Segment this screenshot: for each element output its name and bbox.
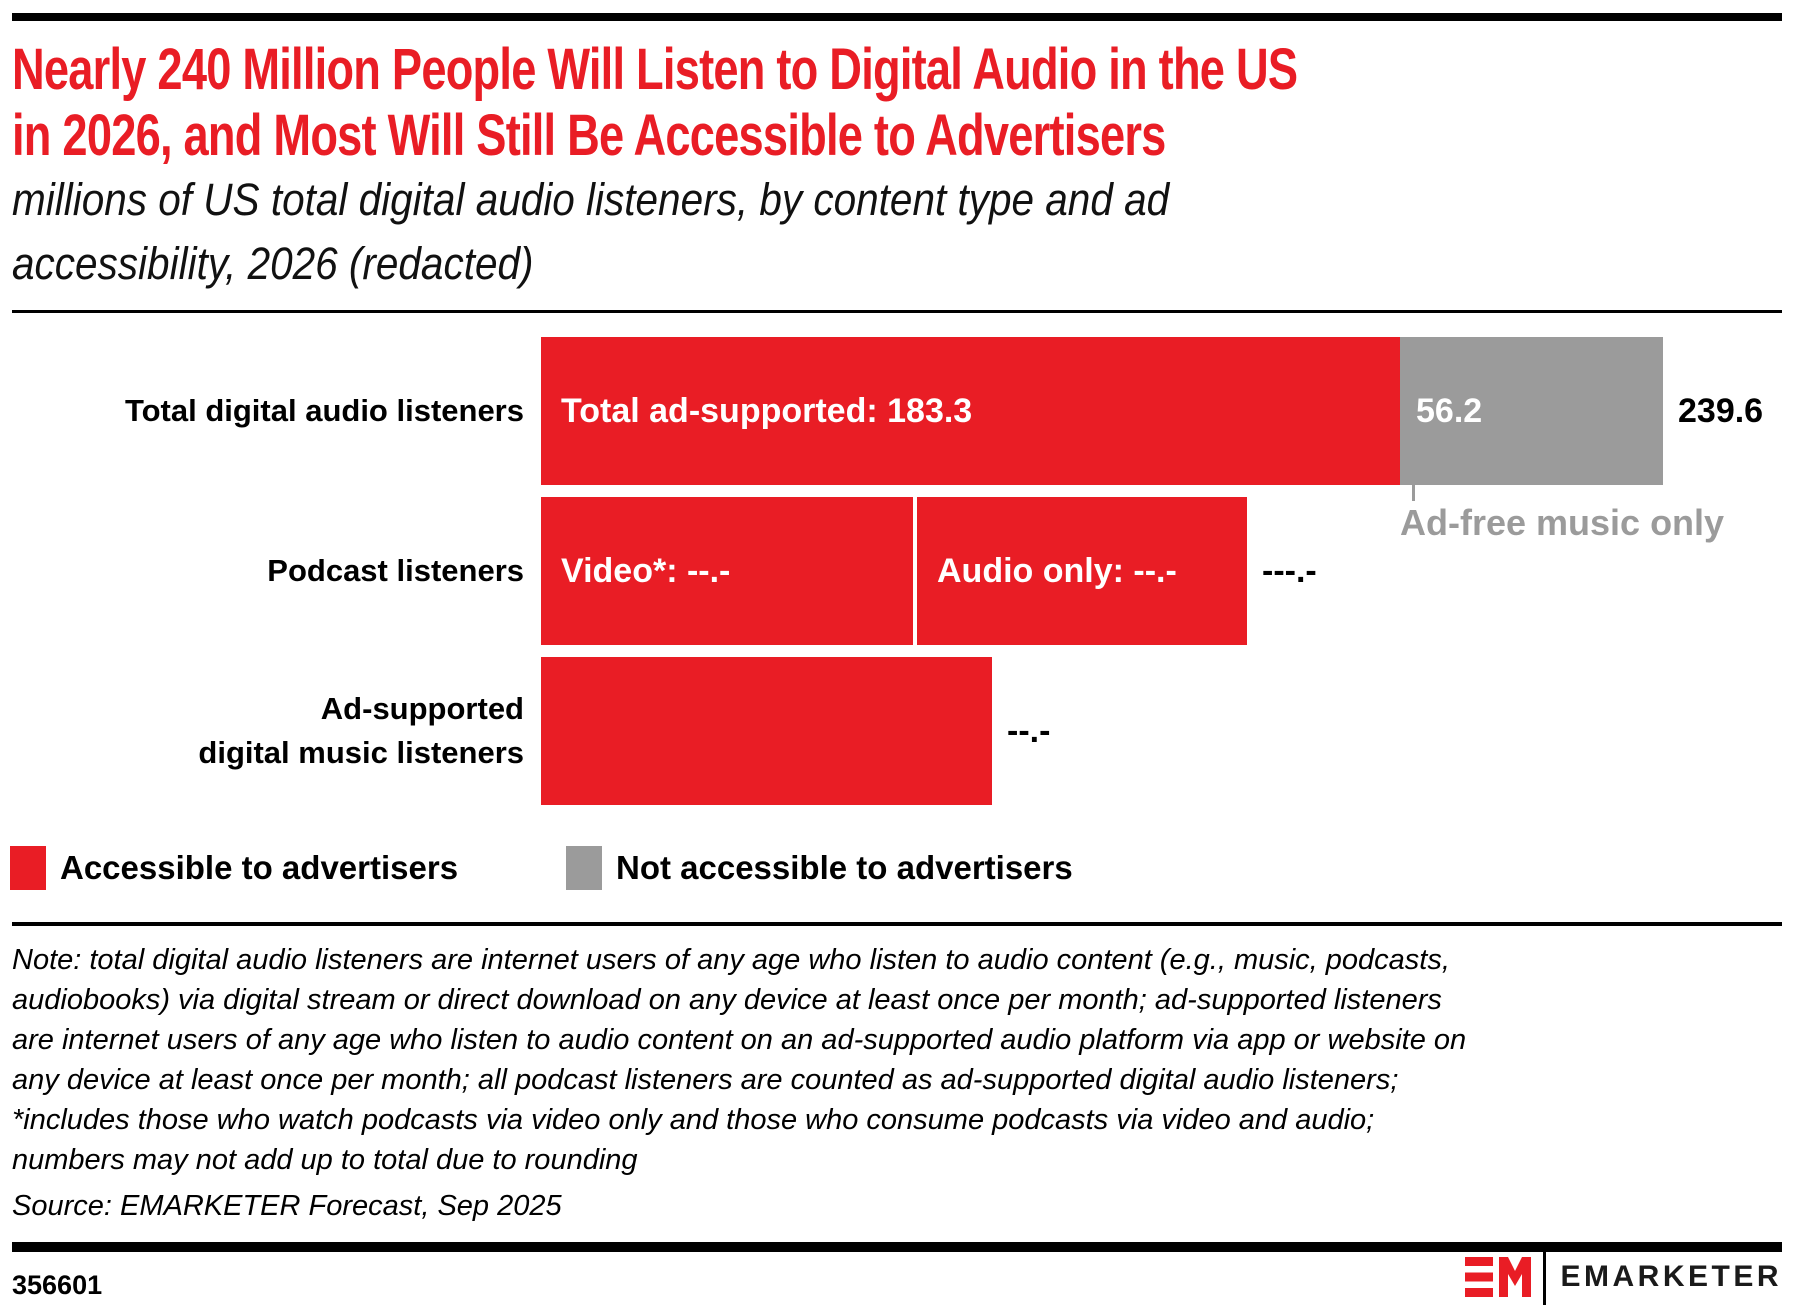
- footer-rule: [12, 1242, 1782, 1252]
- bar-total-label: ---.-: [1262, 551, 1317, 590]
- category-label-ad-supported-music: Ad-supported digital music listeners: [0, 657, 524, 805]
- bar-row-podcast-listeners: Podcast listeners Video*: --.- Audio onl…: [0, 497, 1794, 645]
- annotation-ad-free-music-only: Ad-free music only: [1400, 502, 1725, 543]
- notes-divider: [12, 922, 1782, 926]
- legend-item-accessible: Accessible to advertisers: [10, 846, 458, 890]
- bar-ad-supported-music: --.-: [541, 657, 1050, 805]
- category-label-text: Ad-supported: [320, 691, 524, 726]
- category-label-podcast: Podcast listeners: [0, 497, 524, 645]
- legend-label: Accessible to advertisers: [60, 849, 459, 886]
- bar-row-total-digital-audio: Total digital audio listeners Total ad-s…: [0, 337, 1794, 485]
- bar-row-ad-supported-music: Ad-supported digital music listeners --.…: [0, 657, 1794, 805]
- bar-total-label: --.-: [1007, 711, 1051, 750]
- note-line: numbers may not add up to total due to r…: [12, 1144, 638, 1176]
- note-line: are internet users of any age who listen…: [12, 1024, 1467, 1056]
- annotation-tick: [1412, 485, 1415, 501]
- note-line: Note: total digital audio listeners are …: [12, 944, 1450, 976]
- legend-swatch-accessible: [10, 846, 46, 890]
- bar-segment-total-ad-supported: Total ad-supported: 183.3: [541, 337, 1400, 485]
- bar-segment-ad-supported-music: [541, 657, 992, 805]
- note-line: audiobooks) via digital stream or direct…: [12, 984, 1442, 1016]
- note-line: any device at least once per month; all …: [12, 1064, 1399, 1096]
- segment-value-label: 56.2: [1416, 391, 1483, 430]
- emarketer-logo: EMARKETER: [1465, 1248, 1782, 1306]
- page-subtitle-line-2: accessibility, 2026 (redacted): [12, 238, 534, 289]
- source-line: Source: EMARKETER Forecast, Sep 2025: [12, 1190, 562, 1222]
- page-title-line-2: in 2026, and Most Will Still Be Accessib…: [12, 103, 1166, 168]
- chart-id: 356601: [12, 1270, 103, 1300]
- category-label-text: Total digital audio listeners: [124, 393, 524, 428]
- logo-divider: [1543, 1249, 1547, 1305]
- top-rule: [12, 13, 1782, 21]
- page-title-line-1: Nearly 240 Million People Will Listen to…: [12, 37, 1298, 102]
- segment-value-label: Audio only: --.-: [937, 551, 1177, 590]
- bar-segment-video-podcast: Video*: --.-: [541, 497, 913, 645]
- emarketer-logo-mark-icon: [1465, 1257, 1532, 1297]
- note-line: *includes those who watch podcasts via v…: [12, 1104, 1375, 1136]
- header-divider: [12, 310, 1782, 313]
- category-label-text: Podcast listeners: [267, 553, 524, 588]
- bar-segment-audio-only-podcast: Audio only: --.-: [913, 497, 1247, 645]
- page-subtitle-line-1: millions of US total digital audio liste…: [12, 174, 1170, 225]
- bar-podcast-listeners: Video*: --.- Audio only: --.- ---.-: [541, 497, 1317, 645]
- legend-label: Not accessible to advertisers: [616, 849, 1073, 886]
- legend-item-not-accessible: Not accessible to advertisers: [566, 846, 1073, 890]
- category-label-text: digital music listeners: [198, 735, 524, 770]
- category-label-total: Total digital audio listeners: [0, 337, 524, 485]
- emarketer-wordmark: EMARKETER: [1560, 1260, 1782, 1293]
- segment-value-label: Total ad-supported: 183.3: [561, 391, 973, 430]
- legend-swatch-not-accessible: [566, 846, 602, 890]
- bar-total-label: 239.6: [1678, 391, 1764, 430]
- segment-value-label: Video*: --.-: [561, 551, 731, 590]
- bar-total-digital-audio: Total ad-supported: 183.3 56.2 239.6: [541, 337, 1763, 485]
- bar-segment-ad-free-music: 56.2: [1400, 337, 1663, 485]
